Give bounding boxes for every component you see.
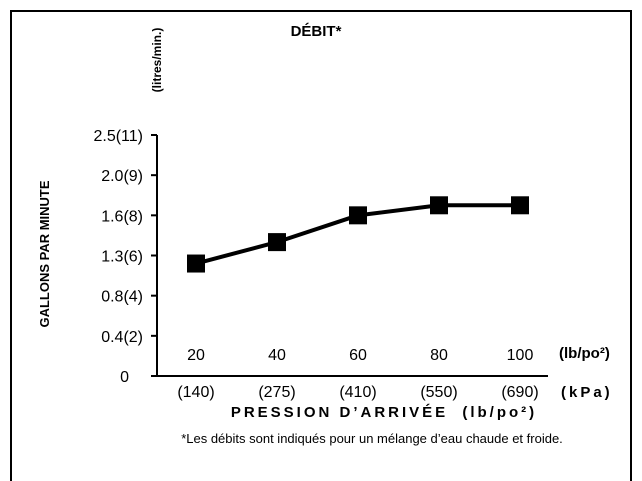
y-tick-label: 0.4(2)	[101, 329, 143, 346]
x-tick-label: 100	[507, 347, 534, 364]
data-point-marker	[187, 254, 205, 273]
x-axis-ticks: 20 (140) 40 (275) 60 (410) 80 (550) 100 (690)	[177, 347, 538, 401]
chart-title: DÉBIT*	[291, 23, 342, 40]
y-tick-label: 0.8(4)	[101, 289, 143, 306]
x-unit-label: (lb/po²)	[559, 345, 610, 362]
data-point-marker	[268, 233, 286, 252]
y-tick-label: 0	[120, 369, 129, 386]
y-tick-label: 1.6(8)	[101, 208, 143, 225]
x-tick-label: 40	[268, 347, 286, 364]
x-tick-label-secondary: (140)	[177, 384, 214, 401]
y-tick-label: 2.5(11)	[93, 128, 143, 145]
x-tick-label-secondary: (690)	[501, 384, 538, 401]
data-point-marker	[349, 206, 367, 225]
x-tick-label-secondary: (550)	[420, 384, 457, 401]
x-axis-label: PRESSION D’ARRIVÉE (lb/po²)	[231, 404, 537, 421]
plot-area	[187, 196, 529, 273]
x-tick-label-secondary: (275)	[258, 384, 295, 401]
x-tick-label: 60	[349, 347, 367, 364]
x-tick-label: 20	[187, 347, 205, 364]
y-tick-label: 1.3(6)	[101, 249, 143, 266]
x-tick-label: 80	[430, 347, 448, 364]
y-axis-secondary-label: (litres/min.)	[150, 28, 164, 93]
y-axis-ticks: 0 0.4(2) 0.8(4) 1.3(6) 1.6(8) 2.0(9) 2.5(11)	[93, 128, 157, 386]
y-tick-label: 2.0(9)	[101, 168, 143, 185]
footnote: *Les débits sont indiqués pour un mélang…	[181, 431, 563, 446]
chart-border	[10, 10, 632, 481]
x-unit-label-secondary: (kPa)	[561, 384, 613, 401]
y-axis-label: GALLONS PAR MINUTE	[37, 180, 52, 327]
x-tick-label-secondary: (410)	[339, 384, 376, 401]
x-axis-label-unit: (lb/po²)	[462, 404, 537, 421]
data-point-marker	[430, 196, 448, 215]
x-axis-label-main: PRESSION D’ARRIVÉE	[231, 404, 448, 421]
data-point-marker	[511, 196, 529, 215]
